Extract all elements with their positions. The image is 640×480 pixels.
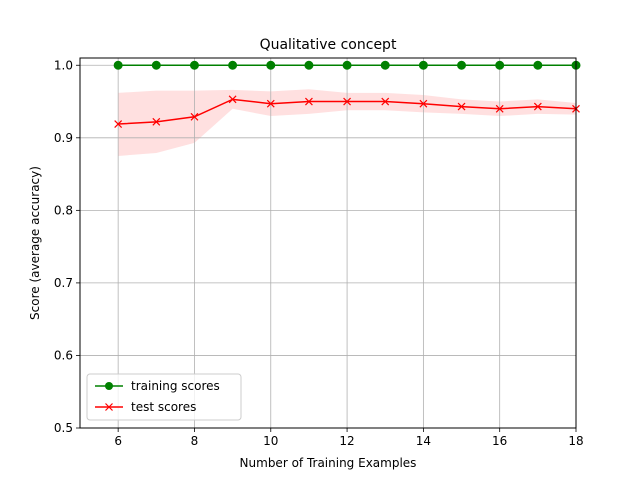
legend: training scores test scores xyxy=(86,373,242,421)
y-tick-label-0.9: 0.9 xyxy=(54,131,73,145)
series-1-point-8 xyxy=(190,112,199,121)
series-1-point-11 xyxy=(304,97,313,106)
series-1-point-12 xyxy=(343,97,352,106)
series-0-point-13 xyxy=(380,60,390,70)
series-layer xyxy=(113,60,581,128)
series-0-point-16 xyxy=(495,60,505,70)
y-tick-label-0.5: 0.5 xyxy=(54,421,73,435)
legend-label-0: training scores xyxy=(131,379,220,393)
y-tick-label-1.0: 1.0 xyxy=(54,58,73,72)
x-tick-label-16: 16 xyxy=(492,434,507,448)
x-tick-label-8: 8 xyxy=(191,434,199,448)
series-1-point-15 xyxy=(457,102,466,111)
legend-marker-0 xyxy=(105,382,113,390)
y-tick-label-0.7: 0.7 xyxy=(54,276,73,290)
y-tick-label-0.6: 0.6 xyxy=(54,348,73,362)
x-axis-label: Number of Training Examples xyxy=(240,456,417,470)
series-1-point-10 xyxy=(266,99,275,108)
series-1-point-9 xyxy=(228,95,237,104)
series-1-point-14 xyxy=(419,99,428,108)
series-0-point-14 xyxy=(418,60,428,70)
x-tick-label-18: 18 xyxy=(568,434,583,448)
series-1-point-16 xyxy=(495,104,504,113)
series-0-point-10 xyxy=(266,60,276,70)
y-axis-label: Score (average accuracy) xyxy=(28,166,42,320)
series-1-point-13 xyxy=(381,97,390,106)
legend-box xyxy=(86,373,242,421)
legend-marker-1 xyxy=(105,403,113,411)
series-1-point-17 xyxy=(533,102,542,111)
x-tick-label-6: 6 xyxy=(114,434,122,448)
x-tick-label-14: 14 xyxy=(416,434,431,448)
series-0-point-12 xyxy=(342,60,352,70)
x-tick-label-10: 10 xyxy=(263,434,278,448)
x-tick-label-12: 12 xyxy=(339,434,354,448)
legend-label-1: test scores xyxy=(131,400,196,414)
series-1-point-7 xyxy=(152,117,161,126)
series-0-point-7 xyxy=(151,60,161,70)
series-0-point-11 xyxy=(304,60,314,70)
chart-title: Qualitative concept xyxy=(260,37,397,53)
series-0-point-17 xyxy=(533,60,543,70)
tick-layer: 6 8 10 12 14 16 18 0.5 0.6 0.7 0.8 0.9 1.0 xyxy=(54,58,584,448)
series-0-point-8 xyxy=(189,60,199,70)
plot-frame xyxy=(79,57,577,429)
series-0-point-15 xyxy=(457,60,467,70)
series-0-point-9 xyxy=(228,60,238,70)
series-1-point-6 xyxy=(114,120,123,128)
series-0-point-6 xyxy=(113,60,123,70)
y-tick-label-0.8: 0.8 xyxy=(54,203,73,217)
